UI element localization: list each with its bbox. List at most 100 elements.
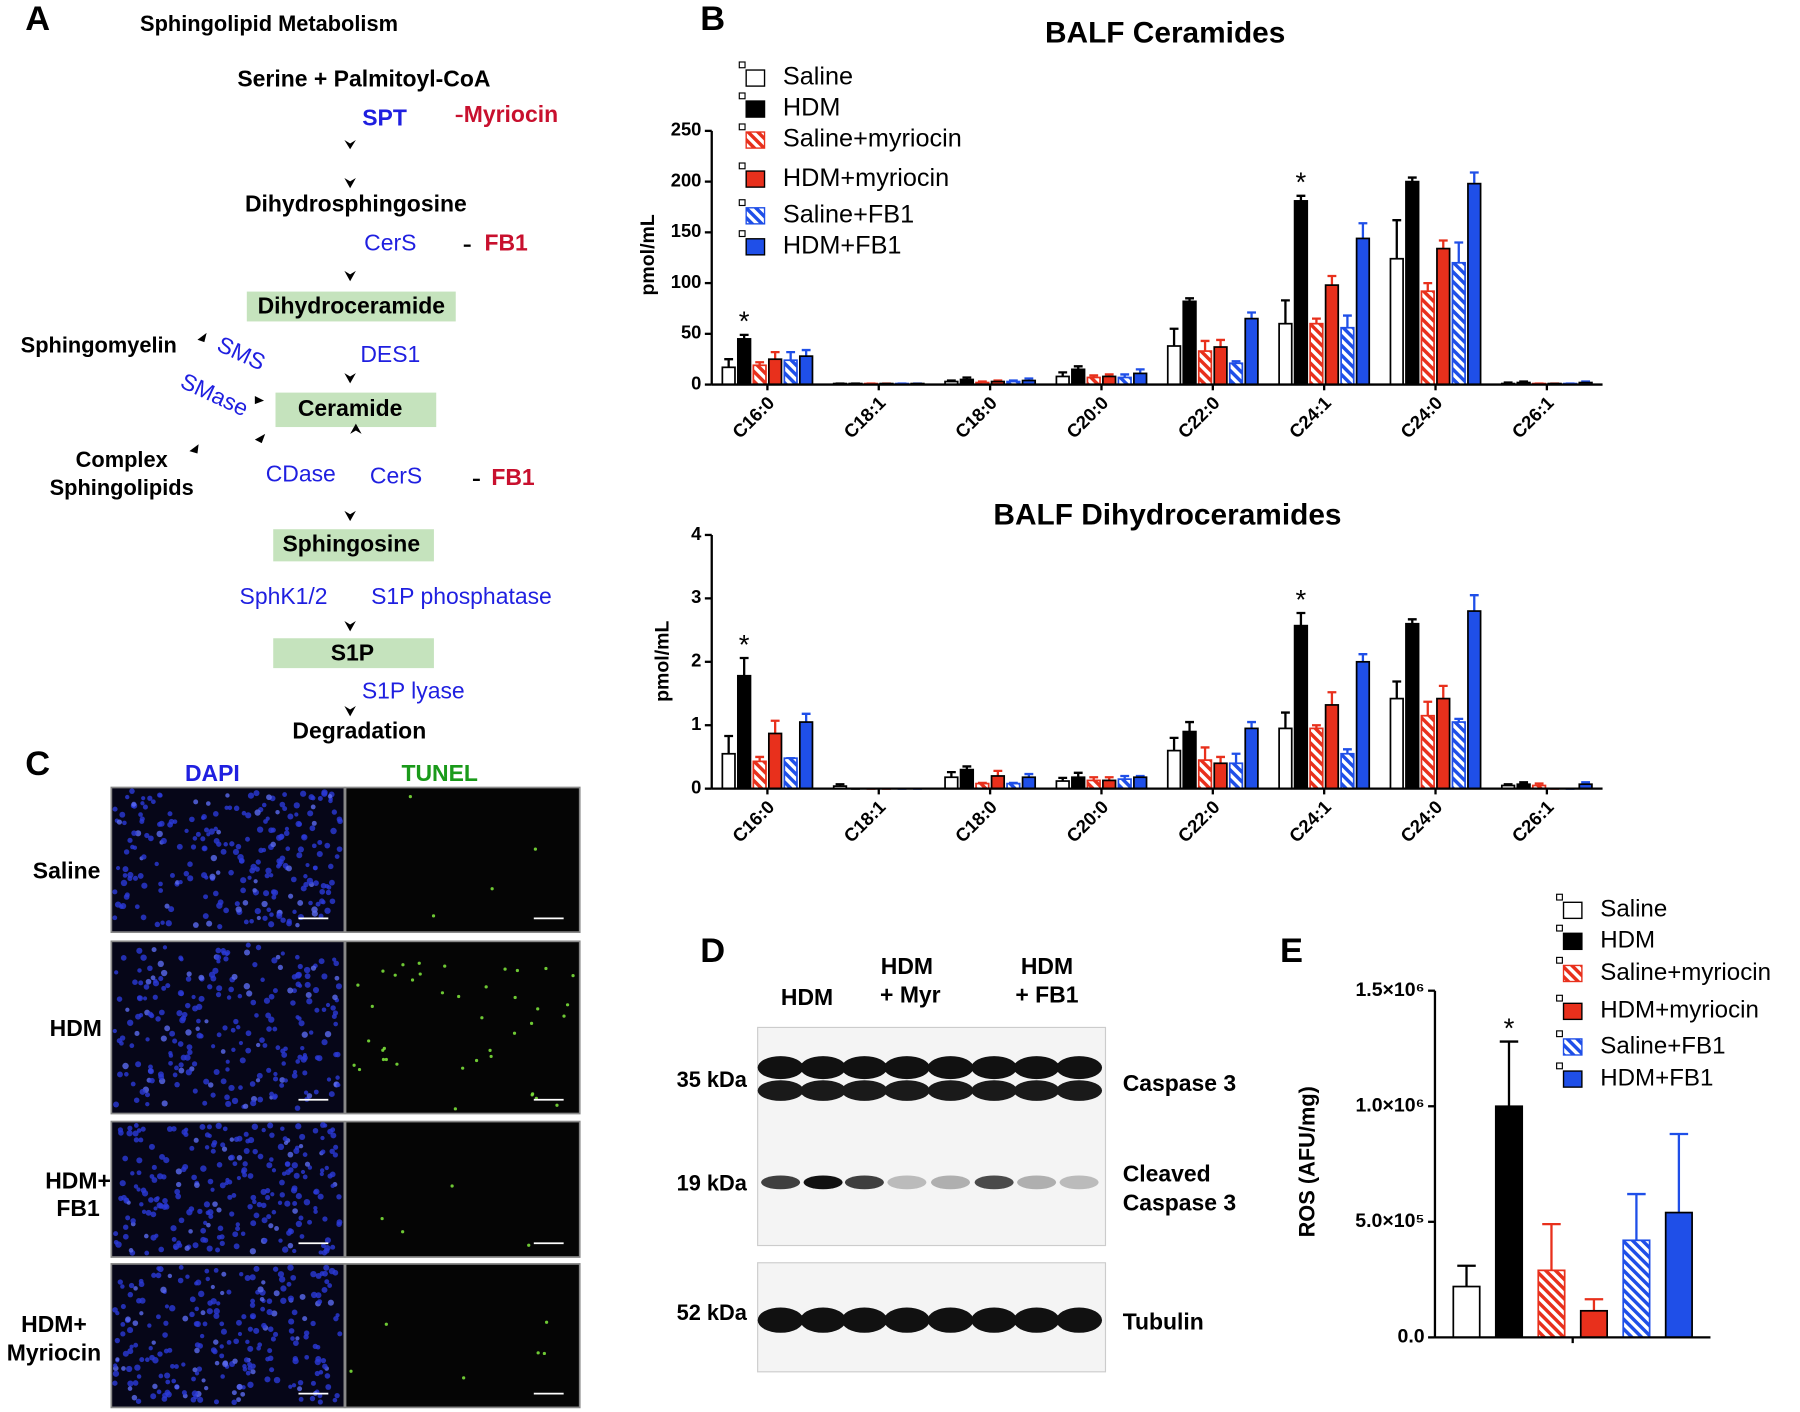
cell: [213, 1339, 219, 1345]
cell: [326, 1077, 332, 1082]
cell: [292, 988, 297, 994]
cell: [266, 1026, 272, 1032]
cell: [167, 821, 173, 828]
cell: [192, 1088, 198, 1094]
cell: [565, 1003, 570, 1007]
cell: [318, 958, 325, 965]
cell: [124, 1072, 129, 1077]
cell: [148, 835, 154, 842]
cell: [133, 1342, 139, 1348]
cell: [331, 1013, 337, 1019]
cell: [395, 1062, 399, 1066]
micrographs: [110, 786, 581, 1409]
cell: [313, 1089, 319, 1095]
bar: [1420, 290, 1435, 386]
cell: [152, 994, 158, 1000]
cell: [224, 1094, 230, 1101]
metabolite: Ceramide: [298, 395, 403, 421]
error-bar: [739, 656, 749, 676]
x-tick-label: C24:1: [1285, 796, 1335, 846]
cell: [267, 1122, 274, 1129]
cell: [297, 1379, 304, 1386]
legend-handle: [1556, 994, 1563, 1002]
cell: [302, 1152, 308, 1157]
y-tick-label: 3: [691, 586, 701, 607]
cell: [288, 893, 294, 899]
cell: [148, 1346, 153, 1351]
cell: [219, 1353, 225, 1359]
band: [1056, 1307, 1103, 1333]
size-marker: 19 kDa: [677, 1170, 748, 1195]
cell: [245, 1138, 251, 1144]
error-bar: [801, 348, 811, 357]
cell: [132, 1380, 139, 1386]
cell: [145, 1101, 150, 1107]
cell: [120, 1331, 126, 1337]
cell: [440, 991, 445, 995]
cell: [134, 904, 140, 910]
cell: [164, 1389, 171, 1396]
cell: [219, 1344, 224, 1349]
cell: [329, 879, 335, 886]
cell: [114, 901, 122, 908]
legend-handle: [1556, 956, 1563, 964]
cell: [310, 795, 316, 801]
cell: [120, 955, 127, 961]
cell: [165, 920, 172, 927]
cell: [240, 1231, 246, 1236]
cell: [380, 1216, 384, 1221]
cell: [297, 1386, 303, 1392]
cell: [250, 1369, 256, 1375]
cell: [324, 907, 331, 914]
cell: [198, 974, 205, 981]
cell: [260, 1202, 267, 1209]
cell: [213, 1308, 220, 1315]
band: [800, 1056, 847, 1080]
cell: [144, 1250, 150, 1256]
cell: [261, 1280, 266, 1285]
cell: [140, 954, 147, 961]
cell: [282, 1136, 288, 1142]
cell: [417, 961, 421, 965]
band: [883, 1056, 930, 1080]
bar: [1579, 1309, 1609, 1339]
cell: [270, 1336, 276, 1342]
legend-swatch: [745, 207, 766, 225]
cell: [215, 1122, 222, 1130]
cell: [192, 836, 198, 841]
cell: [328, 798, 333, 804]
cell: [313, 1205, 318, 1211]
cell: [269, 1132, 275, 1138]
cell: [176, 1240, 182, 1246]
cell: [184, 828, 189, 834]
cell: [132, 875, 139, 881]
cell: [303, 874, 308, 879]
cell: [192, 1242, 199, 1249]
cell: [217, 1225, 224, 1232]
bar: [1244, 317, 1259, 386]
band: [1013, 1056, 1060, 1080]
band-label: Cleaved: [1123, 1161, 1211, 1187]
cell: [205, 801, 211, 806]
cell: [226, 995, 232, 1000]
cell: [297, 846, 304, 853]
cell: [277, 1143, 285, 1151]
cell: [167, 811, 173, 817]
cell: [307, 1219, 313, 1225]
cell: [450, 1184, 454, 1188]
cell: [231, 1097, 239, 1105]
cell: [304, 1161, 311, 1167]
bar: [1182, 300, 1197, 386]
error-bar: [1438, 684, 1448, 699]
cell: [271, 1168, 277, 1173]
cell: [308, 1030, 314, 1035]
cell: [229, 1211, 235, 1217]
cell: [141, 854, 147, 860]
cell: [243, 919, 249, 925]
cell: [265, 816, 270, 821]
bar: [1133, 776, 1148, 790]
y-axis-label: pmol/mL: [637, 214, 659, 295]
legend-handle: [1556, 1030, 1563, 1038]
cell: [250, 999, 257, 1006]
cell: [220, 1328, 227, 1335]
